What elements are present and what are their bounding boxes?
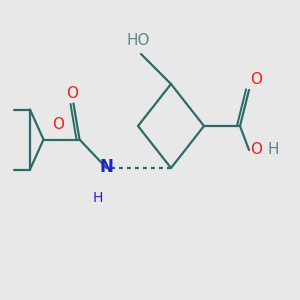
Text: N: N — [100, 158, 113, 175]
Text: H: H — [268, 142, 279, 158]
Text: HO: HO — [126, 33, 150, 48]
Text: H: H — [92, 190, 103, 205]
Text: O: O — [250, 72, 262, 87]
Text: O: O — [52, 117, 64, 132]
Text: O: O — [250, 142, 262, 158]
Text: O: O — [66, 85, 78, 100]
